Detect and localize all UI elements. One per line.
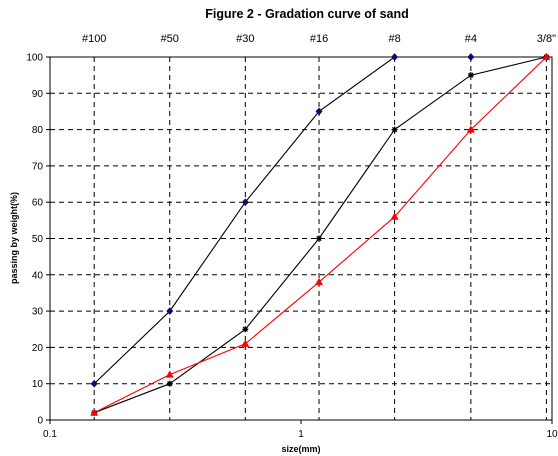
y-tick-label: 50 xyxy=(32,234,44,245)
data-point-series-2 xyxy=(467,72,474,79)
y-tick-label: 10 xyxy=(32,379,44,390)
y-tick-label: 90 xyxy=(32,89,44,100)
data-point-series-1 xyxy=(315,107,323,116)
chart-title: Figure 2 - Gradation curve of sand xyxy=(205,7,409,21)
sieve-labels: #100 #50 #30 #16 #8 #4 3/8" xyxy=(82,33,556,45)
data-point-series-3 xyxy=(542,52,551,61)
data-point-series-2 xyxy=(316,235,323,242)
data-point-series-2 xyxy=(391,126,398,133)
y-axis-label: passing by weight(%) xyxy=(9,192,19,284)
sieve-label: #30 xyxy=(236,33,254,45)
sieve-label: #16 xyxy=(310,33,328,45)
y-tick-label: 30 xyxy=(32,307,44,318)
y-tick-label: 0 xyxy=(37,416,43,427)
y-tick-label: 100 xyxy=(26,53,43,64)
y-tick-label: 20 xyxy=(32,343,44,354)
y-axis-ticks: 0 10 20 30 40 50 60 70 80 90 100 xyxy=(26,53,50,427)
series-line-1 xyxy=(93,56,547,385)
data-point-series-3 xyxy=(241,339,250,347)
y-tick-label: 40 xyxy=(32,270,44,281)
data-point-series-1 xyxy=(241,198,249,207)
data-point-series-1 xyxy=(391,53,399,61)
data-point-series-1 xyxy=(166,307,174,316)
data-point-series-2 xyxy=(166,380,173,387)
sieve-label: #50 xyxy=(161,33,179,45)
x-axis-ticks: 0.1 1 10 xyxy=(43,420,558,440)
data-point-series-2 xyxy=(242,326,249,333)
x-tick-label: 1 xyxy=(298,429,304,440)
data-point-series-3 xyxy=(315,277,324,286)
data-point-series-3 xyxy=(466,125,475,133)
sieve-label: #100 xyxy=(82,33,106,45)
data-point-series-3 xyxy=(165,370,174,378)
data-point-series-3 xyxy=(90,408,99,416)
x-tick-label: 10 xyxy=(546,429,558,440)
grid xyxy=(50,57,552,420)
sieve-label: #8 xyxy=(388,33,400,45)
series-markers xyxy=(90,52,551,416)
y-tick-label: 80 xyxy=(32,125,44,136)
x-tick-label: 0.1 xyxy=(43,429,57,440)
sieve-label: #4 xyxy=(465,33,477,45)
data-point-series-3 xyxy=(390,212,399,220)
sieve-label: 3/8" xyxy=(537,33,556,45)
x-axis-label: size(mm) xyxy=(281,444,320,454)
y-tick-label: 70 xyxy=(32,161,44,172)
data-point-series-1 xyxy=(467,53,475,61)
data-point-series-1 xyxy=(90,379,98,388)
y-tick-label: 60 xyxy=(32,198,44,209)
